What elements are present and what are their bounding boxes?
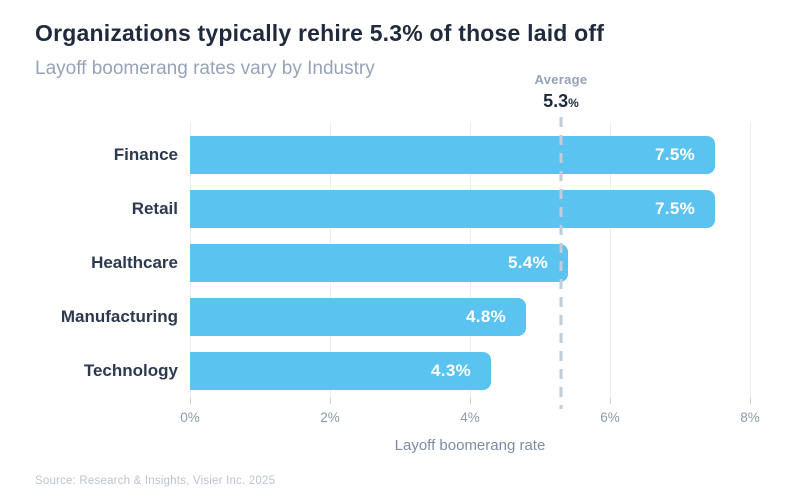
gridline-6% (610, 122, 611, 400)
average-annotation: Average 5.3% (491, 72, 631, 112)
bar-healthcare: 5.4% (190, 244, 568, 282)
x-tick-label: 8% (740, 410, 760, 425)
bar-value-label: 7.5% (655, 145, 695, 164)
x-tick-label: 6% (600, 410, 620, 425)
tick-mark-4% (470, 398, 471, 404)
bar-retail: 7.5% (190, 190, 715, 228)
bar-finance: 7.5% (190, 136, 715, 174)
average-value-number: 5.3 (543, 91, 569, 111)
category-label-manufacturing: Manufacturing (60, 307, 178, 326)
category-label-retail: Retail (131, 199, 178, 218)
category-label-technology: Technology (83, 361, 178, 380)
tick-mark-8% (750, 398, 751, 404)
average-value-unit: % (568, 96, 579, 110)
gridline-8% (750, 122, 751, 400)
x-tick-label: 4% (460, 410, 480, 425)
tick-mark-2% (330, 398, 331, 404)
chart-subtitle: Layoff boomerang rates vary by Industry (35, 58, 375, 79)
bar-value-label: 7.5% (655, 199, 695, 218)
tick-mark-0% (190, 398, 191, 404)
average-value: 5.3% (491, 91, 631, 112)
tick-mark-6% (610, 398, 611, 404)
average-label: Average (534, 72, 588, 87)
bar-manufacturing: 4.8% (190, 298, 526, 336)
bar-value-label: 5.4% (508, 253, 548, 272)
category-label-healthcare: Healthcare (91, 253, 178, 272)
bar-technology: 4.3% (190, 352, 491, 390)
bar-value-label: 4.8% (466, 307, 506, 326)
bar-value-label: 4.3% (431, 361, 471, 380)
category-label-finance: Finance (113, 145, 178, 164)
x-axis-label: Layoff boomerang rate (394, 437, 546, 454)
x-tick-label: 0% (180, 410, 200, 425)
chart-title: Organizations typically rehire 5.3% of t… (35, 20, 605, 46)
source-text: Source: Research & Insights, Visier Inc.… (35, 475, 276, 487)
x-tick-label: 2% (320, 410, 340, 425)
